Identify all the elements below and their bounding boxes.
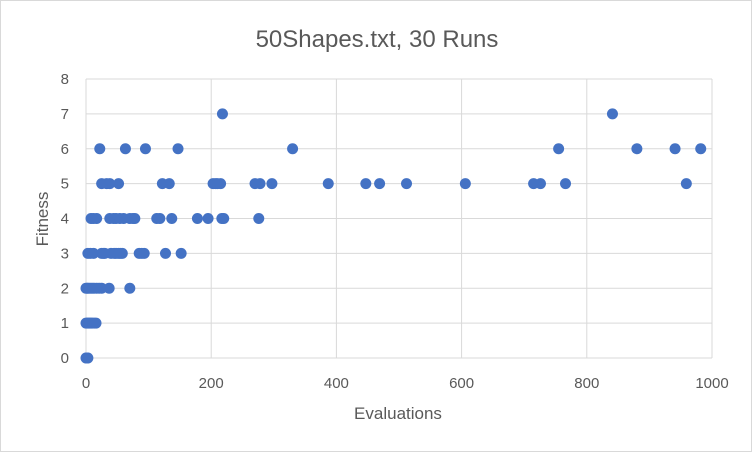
data-point — [163, 178, 175, 190]
data-point — [94, 143, 106, 155]
data-point — [91, 213, 103, 224]
data-point — [119, 143, 131, 155]
y-axis-title: Fitness — [33, 192, 52, 247]
data-point — [129, 213, 141, 224]
data-point — [553, 143, 565, 155]
data-point — [172, 143, 184, 155]
data-point — [113, 178, 125, 190]
x-tick-label: 200 — [199, 375, 224, 392]
data-point — [680, 178, 692, 190]
data-point — [103, 282, 115, 294]
data-point — [82, 352, 94, 364]
y-tick-label: 1 — [61, 315, 69, 332]
data-point — [606, 108, 618, 120]
data-point — [90, 317, 102, 329]
data-point — [124, 282, 136, 294]
x-tick-label: 600 — [449, 375, 474, 392]
data-point — [266, 178, 278, 190]
data-point — [560, 178, 572, 190]
data-point — [191, 213, 203, 224]
data-point — [254, 178, 266, 190]
grid-lines — [85, 78, 713, 359]
y-tick-label: 2 — [61, 280, 69, 297]
data-point — [175, 247, 187, 259]
data-point — [104, 178, 116, 190]
data-point — [116, 247, 128, 259]
data-point — [253, 213, 265, 224]
data-point — [322, 178, 334, 190]
chart-title: 50Shapes.txt, 30 Runs — [256, 26, 499, 53]
data-point — [154, 213, 166, 224]
data-point — [631, 143, 643, 155]
x-tick-label: 0 — [82, 375, 90, 392]
x-tick-label: 800 — [574, 375, 599, 392]
data-points — [80, 108, 707, 364]
data-point — [360, 178, 372, 190]
data-point — [166, 213, 178, 224]
data-point — [139, 143, 151, 155]
data-point — [401, 178, 413, 190]
data-point — [215, 178, 227, 190]
y-tick-label: 4 — [61, 211, 69, 228]
x-tick-labels: 0 200 400 600 800 1000 — [82, 375, 729, 392]
y-tick-label: 5 — [61, 176, 69, 193]
data-point — [695, 143, 707, 155]
data-point — [138, 247, 150, 259]
x-tick-label: 1000 — [695, 375, 728, 392]
y-tick-label: 7 — [61, 106, 69, 123]
data-point — [374, 178, 386, 190]
data-point — [287, 143, 299, 155]
y-tick-label: 8 — [61, 71, 69, 88]
y-tick-label: 0 — [61, 350, 69, 367]
data-point — [160, 247, 172, 259]
y-tick-labels: 0 1 2 3 4 5 6 7 8 — [61, 71, 69, 367]
data-point — [88, 247, 100, 259]
data-point — [202, 213, 214, 224]
x-axis-title: Evaluations — [354, 404, 442, 423]
data-point — [534, 178, 546, 190]
data-point — [218, 213, 230, 224]
data-point — [459, 178, 471, 190]
y-tick-label: 6 — [61, 141, 69, 158]
data-point — [669, 143, 681, 155]
x-tick-label: 400 — [324, 375, 349, 392]
y-tick-label: 3 — [61, 245, 69, 262]
data-point — [216, 108, 228, 120]
